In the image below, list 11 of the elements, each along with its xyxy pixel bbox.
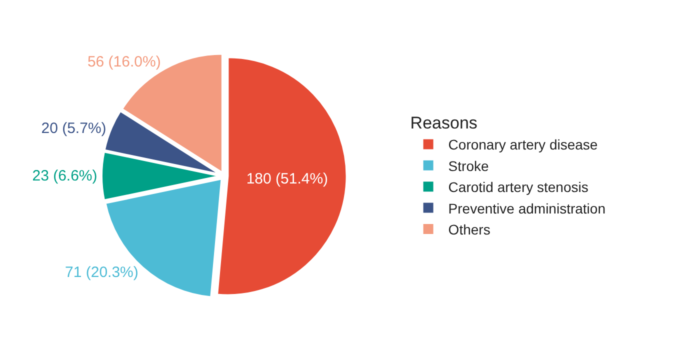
legend-label: Others — [448, 221, 490, 238]
data-label: 23 (6.6%) — [32, 168, 98, 184]
data-label: 20 (5.7%) — [41, 120, 106, 138]
data-label: 180 (51.4%) — [246, 170, 328, 188]
legend-label: Preventive administration — [448, 200, 606, 216]
legend-title: Reasons — [410, 114, 478, 133]
data-label: 56 (16.0%) — [87, 54, 161, 70]
legend-label: Carotid artery stenosis — [448, 179, 588, 196]
legend-label: Stroke — [448, 158, 489, 174]
data-label: 71 (20.3%) — [65, 264, 138, 281]
legend-label: Coronary artery disease — [448, 136, 598, 153]
